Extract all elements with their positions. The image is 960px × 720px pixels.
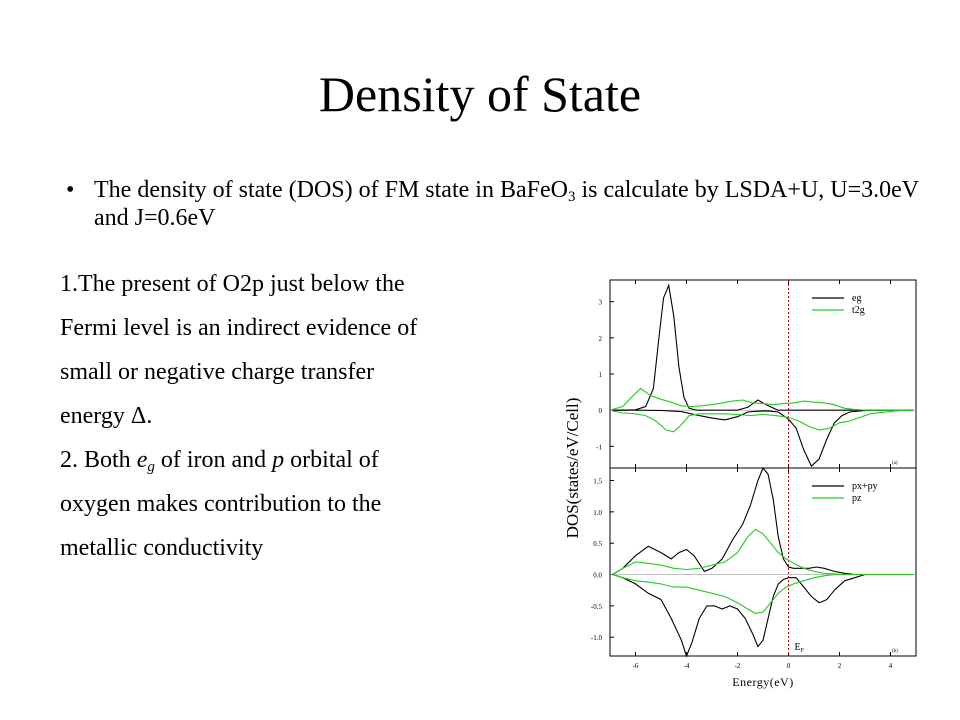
legend-label: eg xyxy=(852,293,861,304)
panel-tag: (b) xyxy=(892,649,898,654)
dos-curve-pz xyxy=(612,528,914,576)
x-tick-label: 2 xyxy=(838,662,842,670)
line-part: small or negative charge transfer xyxy=(60,359,375,385)
body-line-6: oxygen makes contribution to the xyxy=(60,490,381,518)
dos-curve-spin-down xyxy=(612,573,914,614)
x-tick-label: 4 xyxy=(889,662,893,670)
legend-label: pz xyxy=(852,493,862,504)
legend-label: px+py xyxy=(852,481,878,492)
y-tick-label: -1 xyxy=(596,443,602,451)
fermi-label-subscript: F xyxy=(801,648,805,654)
bullet-subscript: 3 xyxy=(567,189,576,205)
body-line-1: 1.The present of O2p just below the xyxy=(60,270,405,298)
body-line-5: 2. Both eg of iron and p orbital of xyxy=(60,446,379,475)
slide-title: Density of State xyxy=(318,66,642,122)
bullet-text-b: is calculate by LSDA+U, U=3.0eV and J=0.… xyxy=(94,177,919,231)
bullet-text-a: The density of state (DOS) of FM state i… xyxy=(94,177,568,203)
body-line-7: metallic conductivity xyxy=(60,534,263,562)
x-tick-label: -6 xyxy=(633,662,639,670)
y-tick-label: 0.0 xyxy=(593,572,602,580)
body-line-4: energy Δ. xyxy=(60,402,152,430)
y-tick-label: 1.0 xyxy=(593,509,602,517)
y-tick-label: 0 xyxy=(599,407,603,415)
y-tick-label: 2 xyxy=(599,335,603,343)
line-part: energy xyxy=(60,403,131,429)
y-axis-label: DOS(states/eV/Cell) xyxy=(563,398,582,539)
y-tick-label: 1.5 xyxy=(593,478,602,486)
panel-frame-2 xyxy=(609,467,917,657)
eg-subscript: g xyxy=(147,459,155,475)
delta-symbol: Δ xyxy=(130,403,147,429)
body-line-3: small or negative charge transfer xyxy=(60,358,374,386)
x-tick-label: -2 xyxy=(735,662,741,670)
y-tick-label: 1 xyxy=(599,371,603,379)
line-part: Fermi level is an indirect evidence of xyxy=(60,315,418,341)
legend-label: t2g xyxy=(852,305,865,316)
dos-curve-eg xyxy=(612,283,914,411)
line-part: . xyxy=(146,403,153,429)
line-part: 2. Both xyxy=(60,447,137,473)
dos-curve-spin-down xyxy=(612,409,914,433)
dos-curve-t2g xyxy=(612,387,914,411)
bullet-symbol: • xyxy=(66,177,75,203)
dos-curve-px+py xyxy=(612,466,914,576)
line-part: metallic conductivity xyxy=(60,535,264,561)
line-part: 1.The present of O2p just below the xyxy=(60,271,405,297)
fermi-label: EF xyxy=(795,642,805,654)
dos-curve-spin-down xyxy=(612,573,914,658)
line-part: oxygen makes contribution to the xyxy=(60,491,382,517)
eg-symbol: e xyxy=(136,447,148,473)
dos-curve-spin-down xyxy=(612,409,914,468)
x-tick-label: -4 xyxy=(684,662,690,670)
y-tick-label: 0.5 xyxy=(593,540,602,548)
bullet-text: The density of state (DOS) of FM state i… xyxy=(94,176,924,232)
p-symbol: p xyxy=(272,447,285,473)
panel-frame-1 xyxy=(609,279,917,469)
panel-tag: (a) xyxy=(892,461,898,466)
y-tick-label: -0.5 xyxy=(591,603,603,611)
y-tick-label: 3 xyxy=(599,299,603,307)
line-part: of iron and xyxy=(154,447,273,473)
y-tick-label: -1.0 xyxy=(591,634,603,642)
x-tick-label: 0 xyxy=(787,662,791,670)
x-axis-label: Energy(eV) xyxy=(732,675,793,689)
line-part: orbital of xyxy=(284,447,379,473)
body-line-2: Fermi level is an indirect evidence of xyxy=(60,314,417,342)
